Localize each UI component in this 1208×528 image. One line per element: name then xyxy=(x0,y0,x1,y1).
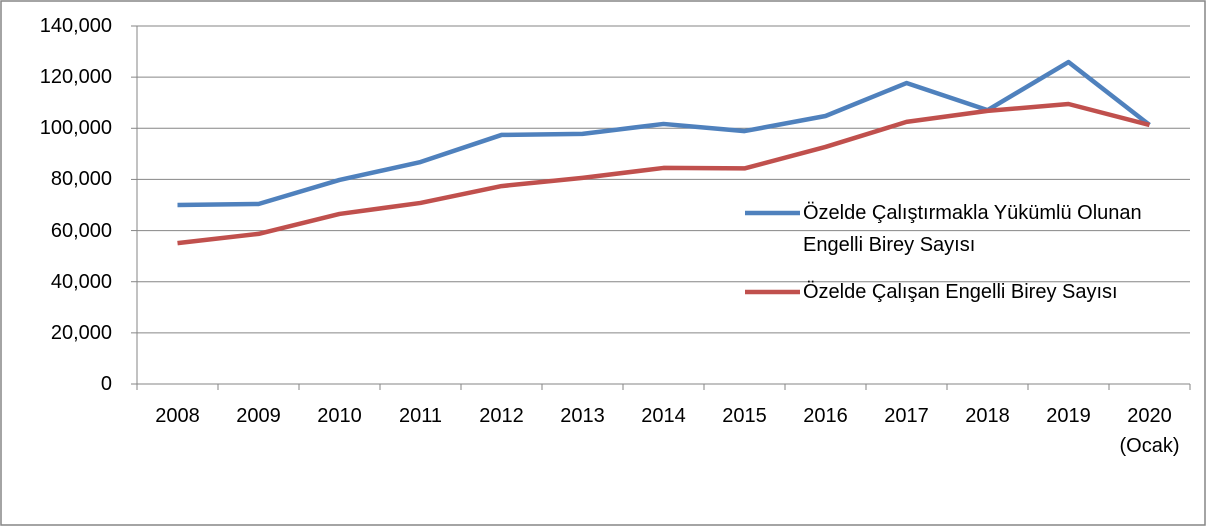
x-tick-label: 2014 xyxy=(641,405,686,427)
legend-label: Özelde Çalışan Engelli Birey Sayısı xyxy=(803,281,1118,303)
y-tick-label: 100,000 xyxy=(39,117,112,140)
series-line xyxy=(177,59,1151,208)
y-tick-label: 140,000 xyxy=(39,15,112,37)
x-tick-label: 2019 xyxy=(1046,405,1091,427)
y-tick-label: 20,000 xyxy=(50,321,112,344)
y-tick-label: 0 xyxy=(100,373,112,395)
series-line xyxy=(177,101,1151,246)
y-tick-label: 80,000 xyxy=(50,168,112,191)
legend-label: Özelde Çalıştırmakla Yükümlü Olunan Enge… xyxy=(803,202,1142,256)
x-tick-label: 2020 (Ocak) xyxy=(1119,405,1180,457)
y-tick-label: 60,000 xyxy=(50,219,112,242)
x-tick-label: 2013 xyxy=(560,405,605,427)
x-tick-label: 2008 xyxy=(155,405,200,427)
x-tick-label: 2010 xyxy=(317,405,362,427)
x-tick-label: 2015 xyxy=(722,405,767,427)
x-tick-label: 2011 xyxy=(398,405,442,427)
x-tick-label: 2009 xyxy=(236,405,281,427)
x-tick-label: 2018 xyxy=(965,405,1010,427)
x-tick-label: 2016 xyxy=(803,405,848,427)
y-tick-label: 40,000 xyxy=(50,270,112,293)
x-tick-label: 2017 xyxy=(884,405,929,427)
y-tick-label: 120,000 xyxy=(39,66,112,89)
x-tick-label: 2012 xyxy=(479,405,524,427)
